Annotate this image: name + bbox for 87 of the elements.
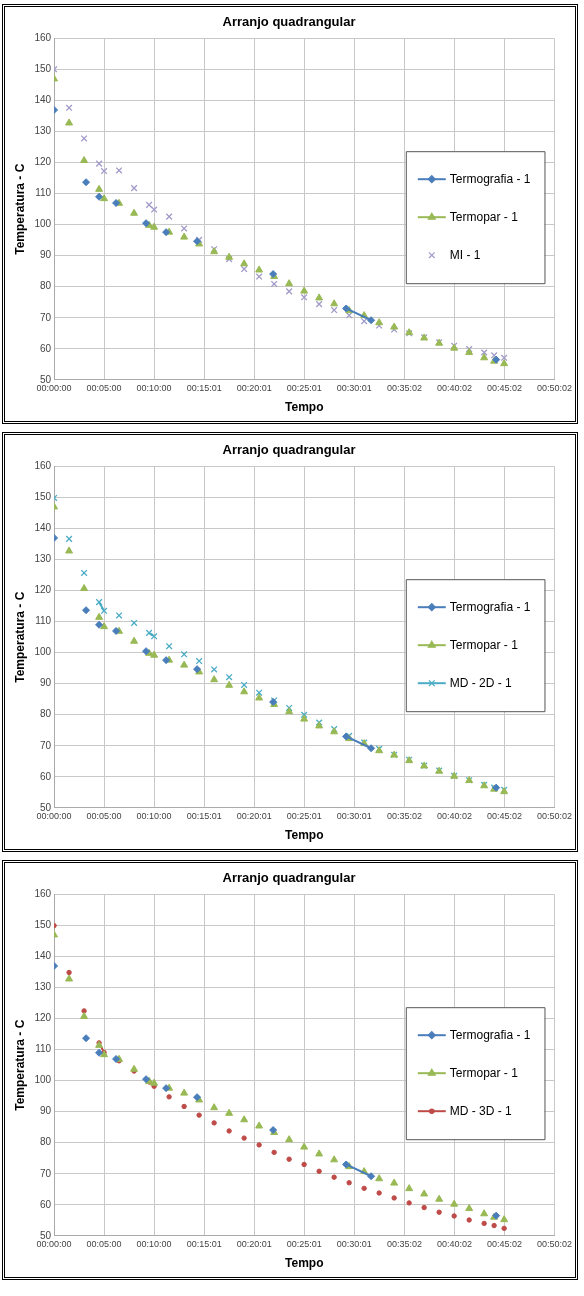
y-tick-label: 120	[34, 156, 52, 168]
y-tick-label: 110	[35, 615, 52, 627]
x-tick-label: 00:15:01	[186, 1238, 222, 1249]
y-tick-label: 130	[34, 553, 52, 565]
legend-label: MI - 1	[449, 247, 481, 262]
x-tick-label: 00:30:01	[336, 382, 372, 393]
x-tick-label: 00:10:00	[136, 382, 172, 393]
y-tick-label: 100	[34, 218, 52, 230]
legend-label: Termografia - 1	[449, 1027, 531, 1042]
y-tick-label: 60	[39, 342, 52, 354]
x-tick-label: 00:50:02	[536, 1238, 573, 1249]
x-tick-label: 00:35:02	[386, 810, 422, 821]
y-tick-label: 50	[39, 373, 52, 385]
y-tick-label: 140	[34, 522, 52, 534]
x-tick-label: 00:40:02	[436, 810, 472, 821]
y-tick-label: 70	[39, 311, 52, 323]
x-tick-label: 00:00:00	[36, 1238, 72, 1249]
y-tick-label: 140	[34, 950, 52, 962]
legend-label: Termografia - 1	[449, 171, 531, 186]
legend-label: Termopar - 1	[449, 209, 519, 224]
y-tick-label: 110	[35, 1043, 52, 1055]
y-tick-label: 150	[34, 919, 52, 931]
legend-label: MD - 3D - 1	[449, 1103, 513, 1118]
y-tick-label: 50	[39, 801, 52, 813]
x-axis-title: Tempo	[285, 400, 324, 415]
y-axis-title: Temperatura - C	[12, 591, 27, 683]
x-tick-label: 00:35:02	[386, 382, 422, 393]
y-tick-label: 160	[34, 888, 52, 900]
y-tick-label: 160	[34, 460, 52, 472]
legend-label: Termopar - 1	[449, 637, 519, 652]
x-tick-label: 00:10:00	[136, 810, 172, 821]
chart-title: Arranjo quadrangular	[222, 14, 356, 30]
y-tick-label: 150	[34, 63, 52, 75]
y-tick-label: 60	[39, 770, 52, 782]
chart-title: Arranjo quadrangular	[222, 442, 356, 458]
y-tick-label: 50	[39, 1229, 52, 1241]
y-tick-label: 90	[39, 677, 52, 689]
y-tick-label: 120	[34, 584, 52, 596]
y-tick-label: 100	[34, 1074, 52, 1086]
x-tick-label: 00:20:01	[236, 810, 272, 821]
x-tick-label: 00:00:00	[36, 810, 72, 821]
legend-label: Termografia - 1	[449, 599, 531, 614]
x-tick-label: 00:00:00	[36, 382, 72, 393]
y-tick-label: 70	[39, 739, 52, 751]
x-tick-label: 00:50:02	[536, 810, 573, 821]
x-tick-label: 00:30:01	[336, 810, 372, 821]
x-tick-label: 00:45:02	[486, 382, 522, 393]
y-tick-label: 90	[39, 249, 52, 261]
y-tick-label: 80	[39, 1136, 52, 1148]
y-tick-label: 60	[39, 1198, 52, 1210]
y-tick-label: 120	[34, 1012, 52, 1024]
y-tick-label: 130	[34, 125, 52, 137]
x-tick-label: 00:30:01	[336, 1238, 372, 1249]
x-tick-label: 00:45:02	[486, 1238, 522, 1249]
y-tick-label: 150	[34, 491, 52, 503]
y-axis-title: Temperatura - C	[12, 163, 27, 255]
x-tick-label: 00:10:00	[136, 1238, 172, 1249]
y-axis-title: Temperatura - C	[12, 1019, 27, 1111]
y-tick-label: 110	[35, 187, 52, 199]
x-tick-label: 00:45:02	[486, 810, 522, 821]
x-tick-label: 00:05:00	[86, 382, 122, 393]
x-tick-label: 00:20:01	[236, 1238, 272, 1249]
legend-label: Termopar - 1	[449, 1065, 519, 1080]
x-tick-label: 00:15:01	[186, 810, 222, 821]
x-tick-label: 00:25:01	[286, 382, 322, 393]
x-tick-label: 00:20:01	[236, 382, 272, 393]
x-tick-label: 00:25:01	[286, 810, 322, 821]
x-tick-label: 00:50:02	[536, 382, 573, 393]
y-tick-label: 140	[34, 94, 52, 106]
legend-label: MD - 2D - 1	[449, 675, 513, 690]
x-tick-label: 00:05:00	[86, 1238, 122, 1249]
y-tick-label: 70	[39, 1167, 52, 1179]
x-tick-label: 00:40:02	[436, 382, 472, 393]
x-axis-title: Tempo	[285, 828, 324, 843]
y-tick-label: 80	[39, 280, 52, 292]
y-tick-label: 80	[39, 708, 52, 720]
x-tick-label: 00:25:01	[286, 1238, 322, 1249]
y-tick-label: 130	[34, 981, 52, 993]
y-tick-label: 160	[34, 32, 52, 44]
x-tick-label: 00:40:02	[436, 1238, 472, 1249]
x-tick-label: 00:05:00	[86, 810, 122, 821]
chart-title: Arranjo quadrangular	[222, 870, 356, 886]
x-tick-label: 00:35:02	[386, 1238, 422, 1249]
x-axis-title: Tempo	[285, 1256, 324, 1271]
y-tick-label: 90	[39, 1105, 52, 1117]
x-tick-label: 00:15:01	[186, 382, 222, 393]
y-tick-label: 100	[34, 646, 52, 658]
